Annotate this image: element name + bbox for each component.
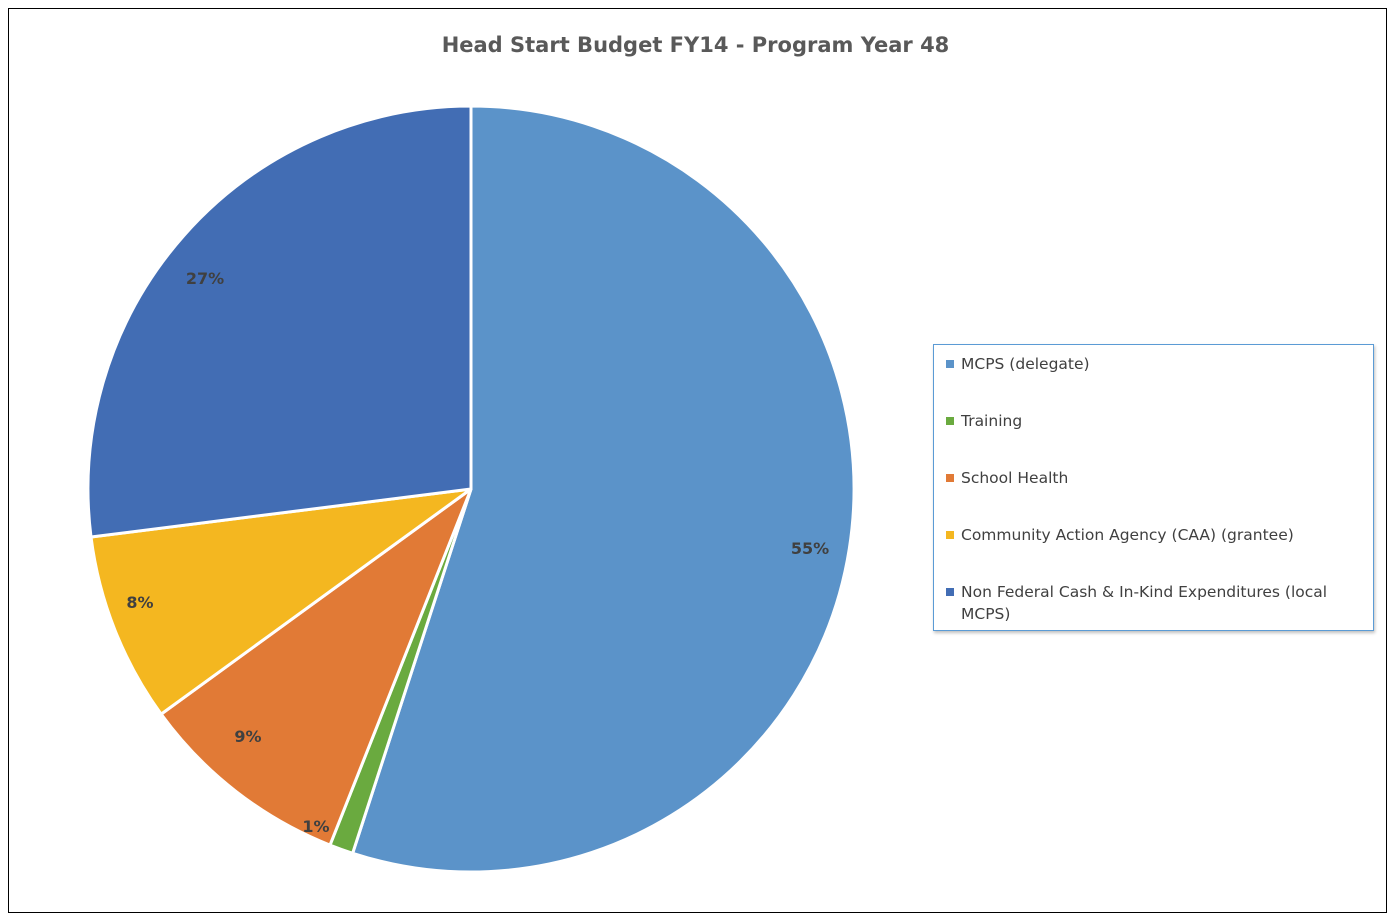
legend-item-3: School Health — [946, 467, 1364, 489]
data-label-4: 8% — [126, 593, 153, 612]
legend-item-5: Non Federal Cash & In-Kind Expenditures … — [946, 581, 1364, 625]
data-label-5: 27% — [186, 269, 224, 288]
legend-swatch — [946, 588, 954, 596]
legend-swatch — [946, 360, 954, 368]
legend-label: Community Action Agency (CAA) (grantee) — [961, 526, 1294, 544]
legend-label: Training — [961, 412, 1023, 430]
pie-slice-5 — [86, 104, 473, 539]
legend-label: School Health — [961, 469, 1069, 487]
legend: MCPS (delegate) Training School Health Comm… — [933, 344, 1374, 631]
legend-swatch — [946, 531, 954, 539]
legend-item-1: MCPS (delegate) — [946, 353, 1364, 375]
data-label-2: 1% — [302, 817, 329, 836]
pie-slice-1 — [351, 104, 856, 874]
legend-item-4: Community Action Agency (CAA) (grantee) — [946, 524, 1364, 546]
legend-item-2: Training — [946, 410, 1364, 432]
data-label-3: 9% — [234, 727, 261, 746]
pie-slice-4 — [89, 487, 473, 716]
legend-swatch — [946, 417, 954, 425]
data-label-1: 55% — [791, 539, 829, 558]
legend-swatch — [946, 474, 954, 482]
pie-slice-3 — [159, 487, 473, 847]
legend-label: Non Federal Cash & In-Kind Expenditures … — [961, 583, 1328, 623]
chart-title: Head Start Budget FY14 - Program Year 48 — [441, 33, 950, 57]
legend-label: MCPS (delegate) — [961, 355, 1090, 373]
